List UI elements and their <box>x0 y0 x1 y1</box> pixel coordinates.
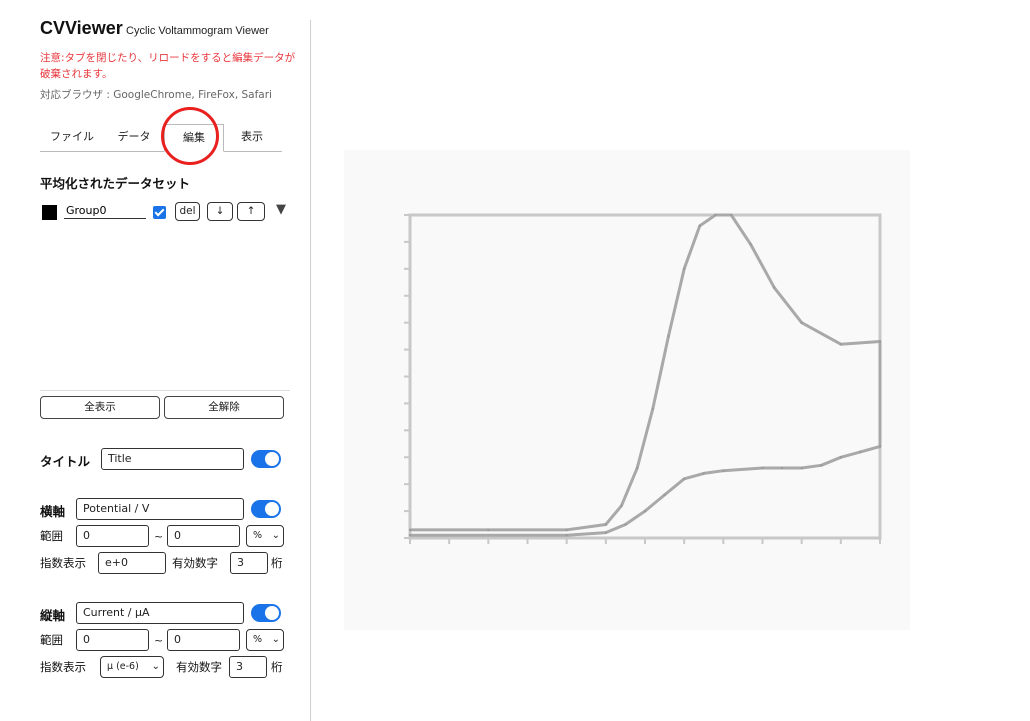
x-range-tilde: ~ <box>154 530 164 543</box>
series-line-0 <box>410 213 882 537</box>
dataset-color-swatch[interactable] <box>42 205 57 220</box>
x-axis-label: 横軸 <box>40 504 66 519</box>
panel-divider <box>310 20 311 721</box>
chart-background <box>344 150 910 630</box>
data-point <box>878 340 882 343</box>
y-sig-input[interactable]: 3 <box>229 656 267 678</box>
data-point <box>604 523 608 526</box>
data-point <box>565 534 568 537</box>
sidebar-panel: CVViewer Cyclic Voltammogram Viewer 注意:タ… <box>0 0 310 721</box>
y-axis-toggle[interactable] <box>251 604 281 622</box>
data-point <box>682 477 686 480</box>
data-point <box>761 466 764 470</box>
data-point <box>643 509 647 513</box>
data-point <box>722 469 725 472</box>
data-point <box>620 504 623 507</box>
x-sig-input[interactable]: 3 <box>230 552 268 574</box>
data-point <box>624 523 627 526</box>
y-range-tilde: ~ <box>154 634 164 647</box>
tab-bar: ファイル データ 編集 表示 <box>40 124 282 152</box>
data-point <box>698 224 702 227</box>
data-point <box>487 528 490 532</box>
supported-browsers-text: 対応ブラウザ : GoogleChrome, FireFox, Safari <box>40 89 272 101</box>
y-digits-label: 桁 <box>271 660 283 674</box>
tab-file[interactable]: ファイル <box>50 130 94 143</box>
chevron-down-icon: ⌄ <box>151 661 160 672</box>
y-sig-label: 有効数字 <box>176 660 222 674</box>
dataset-expand-icon[interactable]: ▼ <box>276 202 286 217</box>
y-range-label: 範囲 <box>40 633 63 647</box>
dataset-move-down-button[interactable]: ↓ <box>207 202 233 221</box>
y-exp-select[interactable]: μ (e-6) ⌄ <box>100 656 164 678</box>
data-point <box>800 466 803 470</box>
y-range-unit-value: % <box>253 634 263 645</box>
x-range-to-input[interactable]: 0 <box>167 525 240 547</box>
x-range-from-input[interactable]: 0 <box>76 525 149 547</box>
dataset-visible-checkbox[interactable] <box>153 206 166 219</box>
data-point <box>651 407 655 410</box>
plot-frame <box>408 213 882 540</box>
dataset-row: del ↓ ↑ ▼ <box>40 202 290 222</box>
data-point <box>749 243 752 246</box>
dataset-name-input[interactable] <box>64 203 146 219</box>
x-sig-label: 有効数字 <box>172 556 218 570</box>
x-axis-input[interactable]: Potential / V <box>76 498 244 520</box>
y-axis-input[interactable]: Current / μA <box>76 602 244 624</box>
data-point <box>682 267 686 271</box>
show-all-button[interactable]: 全表示 <box>40 396 160 419</box>
x-range-unit-select[interactable]: % ⌄ <box>246 525 284 547</box>
x-range-unit-value: % <box>253 530 263 541</box>
averaged-dataset-heading: 平均化されたデータセット <box>40 176 191 191</box>
title-input[interactable]: Title <box>101 448 244 470</box>
x-range-label: 範囲 <box>40 529 63 543</box>
data-point <box>780 466 784 470</box>
y-axis-label: 縦軸 <box>40 608 66 623</box>
section-divider <box>40 390 290 391</box>
data-point <box>800 321 803 324</box>
data-point <box>565 528 568 532</box>
title-toggle[interactable] <box>251 450 281 468</box>
data-point <box>820 464 823 467</box>
data-point <box>604 531 608 534</box>
data-point <box>663 493 666 497</box>
data-point <box>878 445 882 448</box>
data-point <box>702 472 705 475</box>
dataset-delete-button[interactable]: del <box>175 202 200 221</box>
x-exp-input[interactable]: e+0 <box>98 552 166 574</box>
x-exp-label: 指数表示 <box>40 556 86 570</box>
y-exp-value: μ (e-6) <box>107 661 139 672</box>
data-point <box>773 286 776 289</box>
data-point <box>729 213 733 217</box>
app-subtitle: Cyclic Voltammogram Viewer <box>126 25 269 37</box>
data-point <box>839 456 843 459</box>
data-point <box>667 334 670 338</box>
title-label: タイトル <box>40 454 91 469</box>
data-point <box>408 528 412 532</box>
y-range-to-input[interactable]: 0 <box>167 629 240 651</box>
dataset-move-up-button[interactable]: ↑ <box>237 202 265 221</box>
data-point <box>408 534 412 537</box>
cv-chart <box>404 213 882 544</box>
warning-text: 注意:タブを閉じたり、リロードをすると編集データが破棄されます。 <box>40 52 296 80</box>
clear-all-button[interactable]: 全解除 <box>164 396 284 419</box>
x-axis-toggle[interactable] <box>251 500 281 518</box>
tab-data[interactable]: データ <box>117 130 151 143</box>
chart-layer <box>404 213 882 544</box>
data-point <box>635 466 639 470</box>
data-point <box>859 450 862 454</box>
chevron-down-icon: ⌄ <box>271 634 280 645</box>
tab-view[interactable]: 表示 <box>241 130 263 143</box>
y-range-from-input[interactable]: 0 <box>76 629 149 651</box>
data-point <box>839 343 843 346</box>
y-exp-label: 指数表示 <box>40 660 86 674</box>
tab-edit[interactable]: 編集 <box>164 124 224 152</box>
y-range-unit-select[interactable]: % ⌄ <box>246 629 284 651</box>
chevron-down-icon: ⌄ <box>271 530 280 541</box>
data-point <box>714 213 717 217</box>
x-digits-label: 桁 <box>271 556 283 570</box>
app-title: CVViewer <box>40 18 123 38</box>
